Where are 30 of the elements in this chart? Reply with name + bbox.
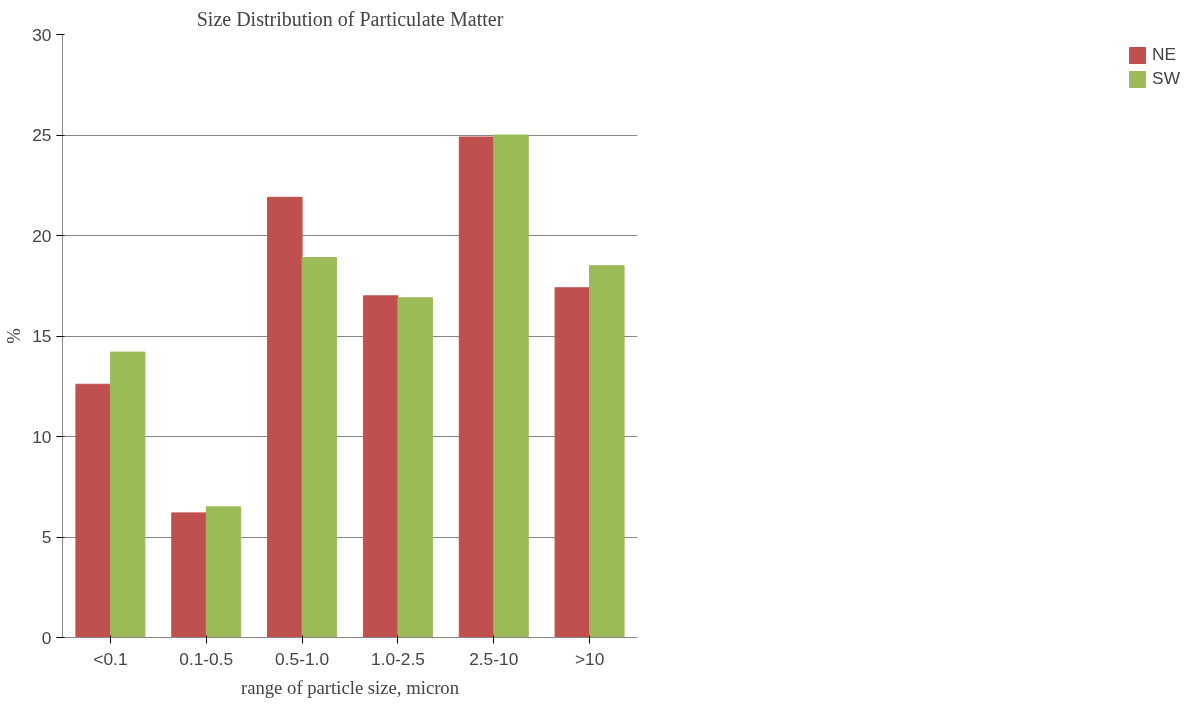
bar	[554, 287, 591, 638]
y-axis-title: %	[3, 328, 25, 344]
y-tick-label: 10	[32, 426, 52, 447]
bar	[171, 512, 207, 638]
y-tick-label: 15	[32, 326, 52, 346]
y-tick-label: 0	[41, 627, 52, 648]
legend-label: SW	[1152, 68, 1180, 89]
y-tick-label: 20	[32, 225, 52, 246]
y-tick-label: 5	[41, 527, 52, 547]
bar	[458, 136, 495, 638]
x-tick-label: 0.5-1.0	[275, 648, 330, 669]
x-tick-label: <0.1	[93, 648, 128, 669]
bar	[397, 297, 433, 638]
x-tick-label: 0.1-0.5	[179, 648, 234, 669]
chart-title: Size Distribution of Particulate Matter	[196, 7, 504, 30]
bar	[267, 196, 303, 638]
y-tick-label: 25	[32, 125, 52, 145]
legend-label: NE	[1152, 44, 1177, 65]
y-tick-label: 30	[32, 24, 52, 45]
x-tick-label: >10	[574, 648, 605, 669]
bar	[589, 265, 625, 638]
bar	[205, 506, 242, 638]
x-tick-label: 1.0-2.5	[370, 648, 425, 669]
bar	[75, 383, 111, 638]
x-tick-label: 2.5-10	[469, 648, 519, 669]
bar	[301, 257, 338, 638]
bar	[109, 351, 146, 638]
bar	[362, 295, 399, 638]
bar	[493, 134, 529, 638]
x-axis-title: range of particle size, micron	[240, 676, 460, 698]
